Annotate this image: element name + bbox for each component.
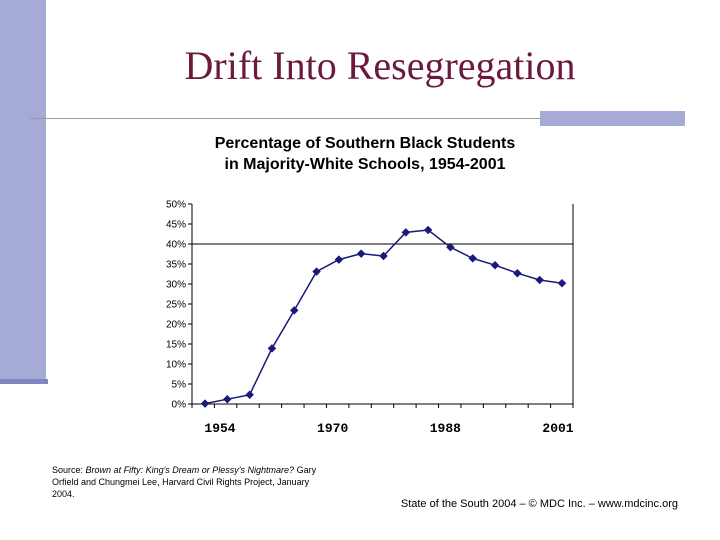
chart-title-line-1: Percentage of Southern Black Students xyxy=(214,135,516,152)
data-point-marker xyxy=(334,255,344,264)
footer-credit: State of the South 2004 – © MDC Inc. – w… xyxy=(400,498,678,510)
data-point-marker xyxy=(379,251,388,261)
x-tick-label: 1954 xyxy=(204,421,235,436)
data-point-marker xyxy=(267,344,277,353)
y-tick-label: 35% xyxy=(166,260,186,271)
x-tick-label: 1988 xyxy=(430,421,461,436)
data-point-marker xyxy=(289,306,299,315)
data-point-marker xyxy=(468,254,478,263)
y-tick-label: 20% xyxy=(166,320,186,331)
title-divider xyxy=(30,118,540,119)
data-point-marker xyxy=(245,390,254,400)
title-divider-accent xyxy=(540,111,685,126)
data-point-marker xyxy=(356,249,366,258)
data-point-marker xyxy=(513,268,522,278)
y-tick-label: 5% xyxy=(172,380,187,391)
y-tick-label: 10% xyxy=(166,360,186,371)
data-point-marker xyxy=(312,267,321,276)
decorative-side-bar xyxy=(0,0,46,383)
data-point-marker xyxy=(535,275,545,285)
data-point-marker xyxy=(446,242,455,252)
data-point-marker xyxy=(490,260,500,270)
source-note: Source: Brown at Fifty: King's Dream or … xyxy=(52,464,332,500)
slide-title: Drift Into Resegregation xyxy=(184,43,576,88)
chart-title: Percentage of Southern Black Students in… xyxy=(160,133,570,175)
side-bar-edge xyxy=(0,379,48,384)
source-label: Source: xyxy=(52,465,84,475)
y-tick-label: 0% xyxy=(172,400,187,411)
y-tick-label: 40% xyxy=(166,240,186,251)
chart-title-line-2: in Majority-White Schools, 1954-2001 xyxy=(224,156,506,173)
source-rest: Gary Orfield and Chungmei Lee, Harvard C… xyxy=(52,465,317,499)
data-point-marker xyxy=(222,394,232,404)
y-tick-label: 45% xyxy=(166,220,186,231)
data-point-marker xyxy=(557,278,567,288)
x-tick-label: 2001 xyxy=(542,421,573,436)
y-tick-label: 25% xyxy=(166,300,186,311)
source-title: Brown at Fifty: King's Dream or Plessy's… xyxy=(85,465,295,475)
x-tick-label: 1970 xyxy=(317,421,348,436)
data-point-marker xyxy=(401,228,411,237)
y-tick-label: 50% xyxy=(166,200,186,211)
y-tick-label: 15% xyxy=(166,340,186,351)
data-point-marker xyxy=(423,225,433,235)
y-tick-label: 30% xyxy=(166,280,186,291)
data-point-marker xyxy=(200,399,210,408)
